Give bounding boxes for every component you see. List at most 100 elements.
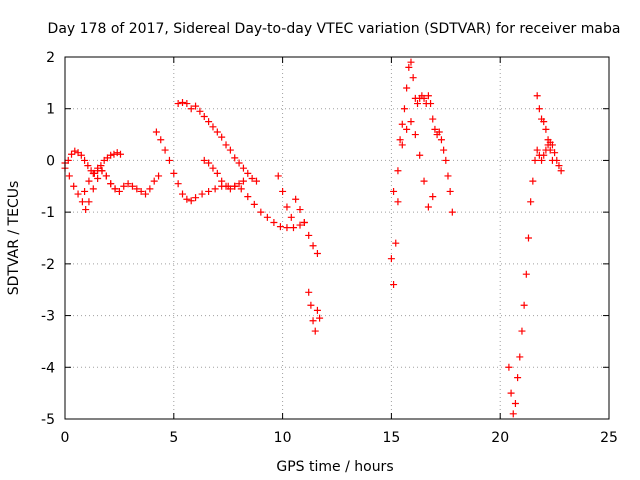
x-axis-label: GPS time / hours (276, 459, 393, 475)
plot-border (64, 56, 610, 420)
data-point (155, 172, 163, 180)
data-point (205, 118, 213, 126)
data-point (524, 234, 532, 242)
data-point (231, 182, 239, 190)
data-point (226, 146, 234, 154)
data-point (252, 177, 260, 185)
data-point (94, 175, 102, 183)
data-point (209, 123, 217, 131)
data-point (179, 99, 187, 107)
data-point (540, 118, 548, 126)
data-point (416, 151, 424, 159)
data-point (427, 100, 435, 108)
data-point (244, 193, 252, 201)
data-point (533, 92, 541, 100)
series-track_i (387, 58, 456, 289)
data-point (390, 281, 398, 289)
data-point (398, 120, 406, 128)
x-tick-labels: 0 5 10 15 20 25 (61, 430, 618, 446)
data-point (440, 146, 448, 154)
data-point (520, 301, 528, 309)
y-tick-label: -2 (41, 257, 55, 273)
data-point (237, 185, 245, 193)
data-point (429, 193, 437, 201)
data-point (111, 185, 119, 193)
data-point (392, 239, 400, 247)
data-point (414, 100, 422, 108)
data-point (429, 115, 437, 123)
data-point (540, 151, 548, 159)
data-point (74, 190, 82, 198)
data-point (98, 167, 106, 175)
data-point (305, 231, 313, 239)
y-tick-label: -4 (41, 360, 55, 376)
data-point (174, 100, 182, 108)
data-point (296, 206, 304, 214)
data-point (205, 187, 213, 195)
data-point (244, 169, 252, 177)
data-point (200, 112, 208, 120)
data-point (309, 317, 317, 325)
data-point (424, 92, 432, 100)
data-point (442, 156, 450, 164)
x-tick-label: 15 (382, 430, 400, 446)
data-point (279, 187, 287, 195)
data-point (307, 301, 315, 309)
data-point (544, 136, 552, 144)
data-point (311, 327, 319, 335)
y-tick-label: 0 (46, 153, 55, 169)
y-axis-label: SDTVAR / TECUs (6, 181, 22, 296)
data-point (120, 182, 128, 190)
series-track_c (81, 164, 119, 195)
x-tick-label: 25 (600, 430, 618, 446)
data-point (287, 213, 295, 221)
data-point (446, 187, 454, 195)
data-point (546, 146, 554, 154)
data-point (257, 208, 265, 216)
y-tick-label: -5 (41, 412, 55, 428)
data-point (276, 223, 284, 231)
data-point (390, 187, 398, 195)
data-point (133, 185, 141, 193)
data-point (283, 203, 291, 211)
data-point (296, 221, 304, 229)
data-point (196, 107, 204, 115)
data-point (407, 58, 415, 66)
data-point (102, 172, 110, 180)
chart-title: Day 178 of 2017, Sidereal Day-to-day VTE… (48, 21, 621, 37)
data-point (150, 177, 158, 185)
data-point (394, 167, 402, 175)
x-tick-label: 20 (491, 430, 509, 446)
data-point (407, 118, 415, 126)
data-point (435, 128, 443, 136)
data-point (437, 136, 445, 144)
data-point (548, 141, 556, 149)
data-point (71, 147, 79, 155)
data-point (424, 203, 432, 211)
data-point (542, 125, 550, 133)
data-point (548, 156, 556, 164)
data-point (218, 177, 226, 185)
data-point (514, 374, 522, 382)
grid (65, 57, 609, 419)
data-point (124, 180, 132, 188)
data-point (81, 156, 89, 164)
data-point (396, 136, 404, 144)
series-track_g (274, 172, 321, 258)
data-point (115, 187, 123, 195)
data-point (516, 353, 524, 361)
data-point (522, 270, 530, 278)
data-point (179, 190, 187, 198)
data-point (218, 133, 226, 141)
data-point (527, 198, 535, 206)
data-point (209, 164, 217, 172)
data-point (213, 128, 221, 136)
data-point (187, 105, 195, 113)
data-point (70, 182, 78, 190)
data-point (239, 177, 247, 185)
data-point (116, 150, 124, 158)
data-point (239, 164, 247, 172)
data-point (411, 131, 419, 139)
data-point (248, 175, 256, 183)
